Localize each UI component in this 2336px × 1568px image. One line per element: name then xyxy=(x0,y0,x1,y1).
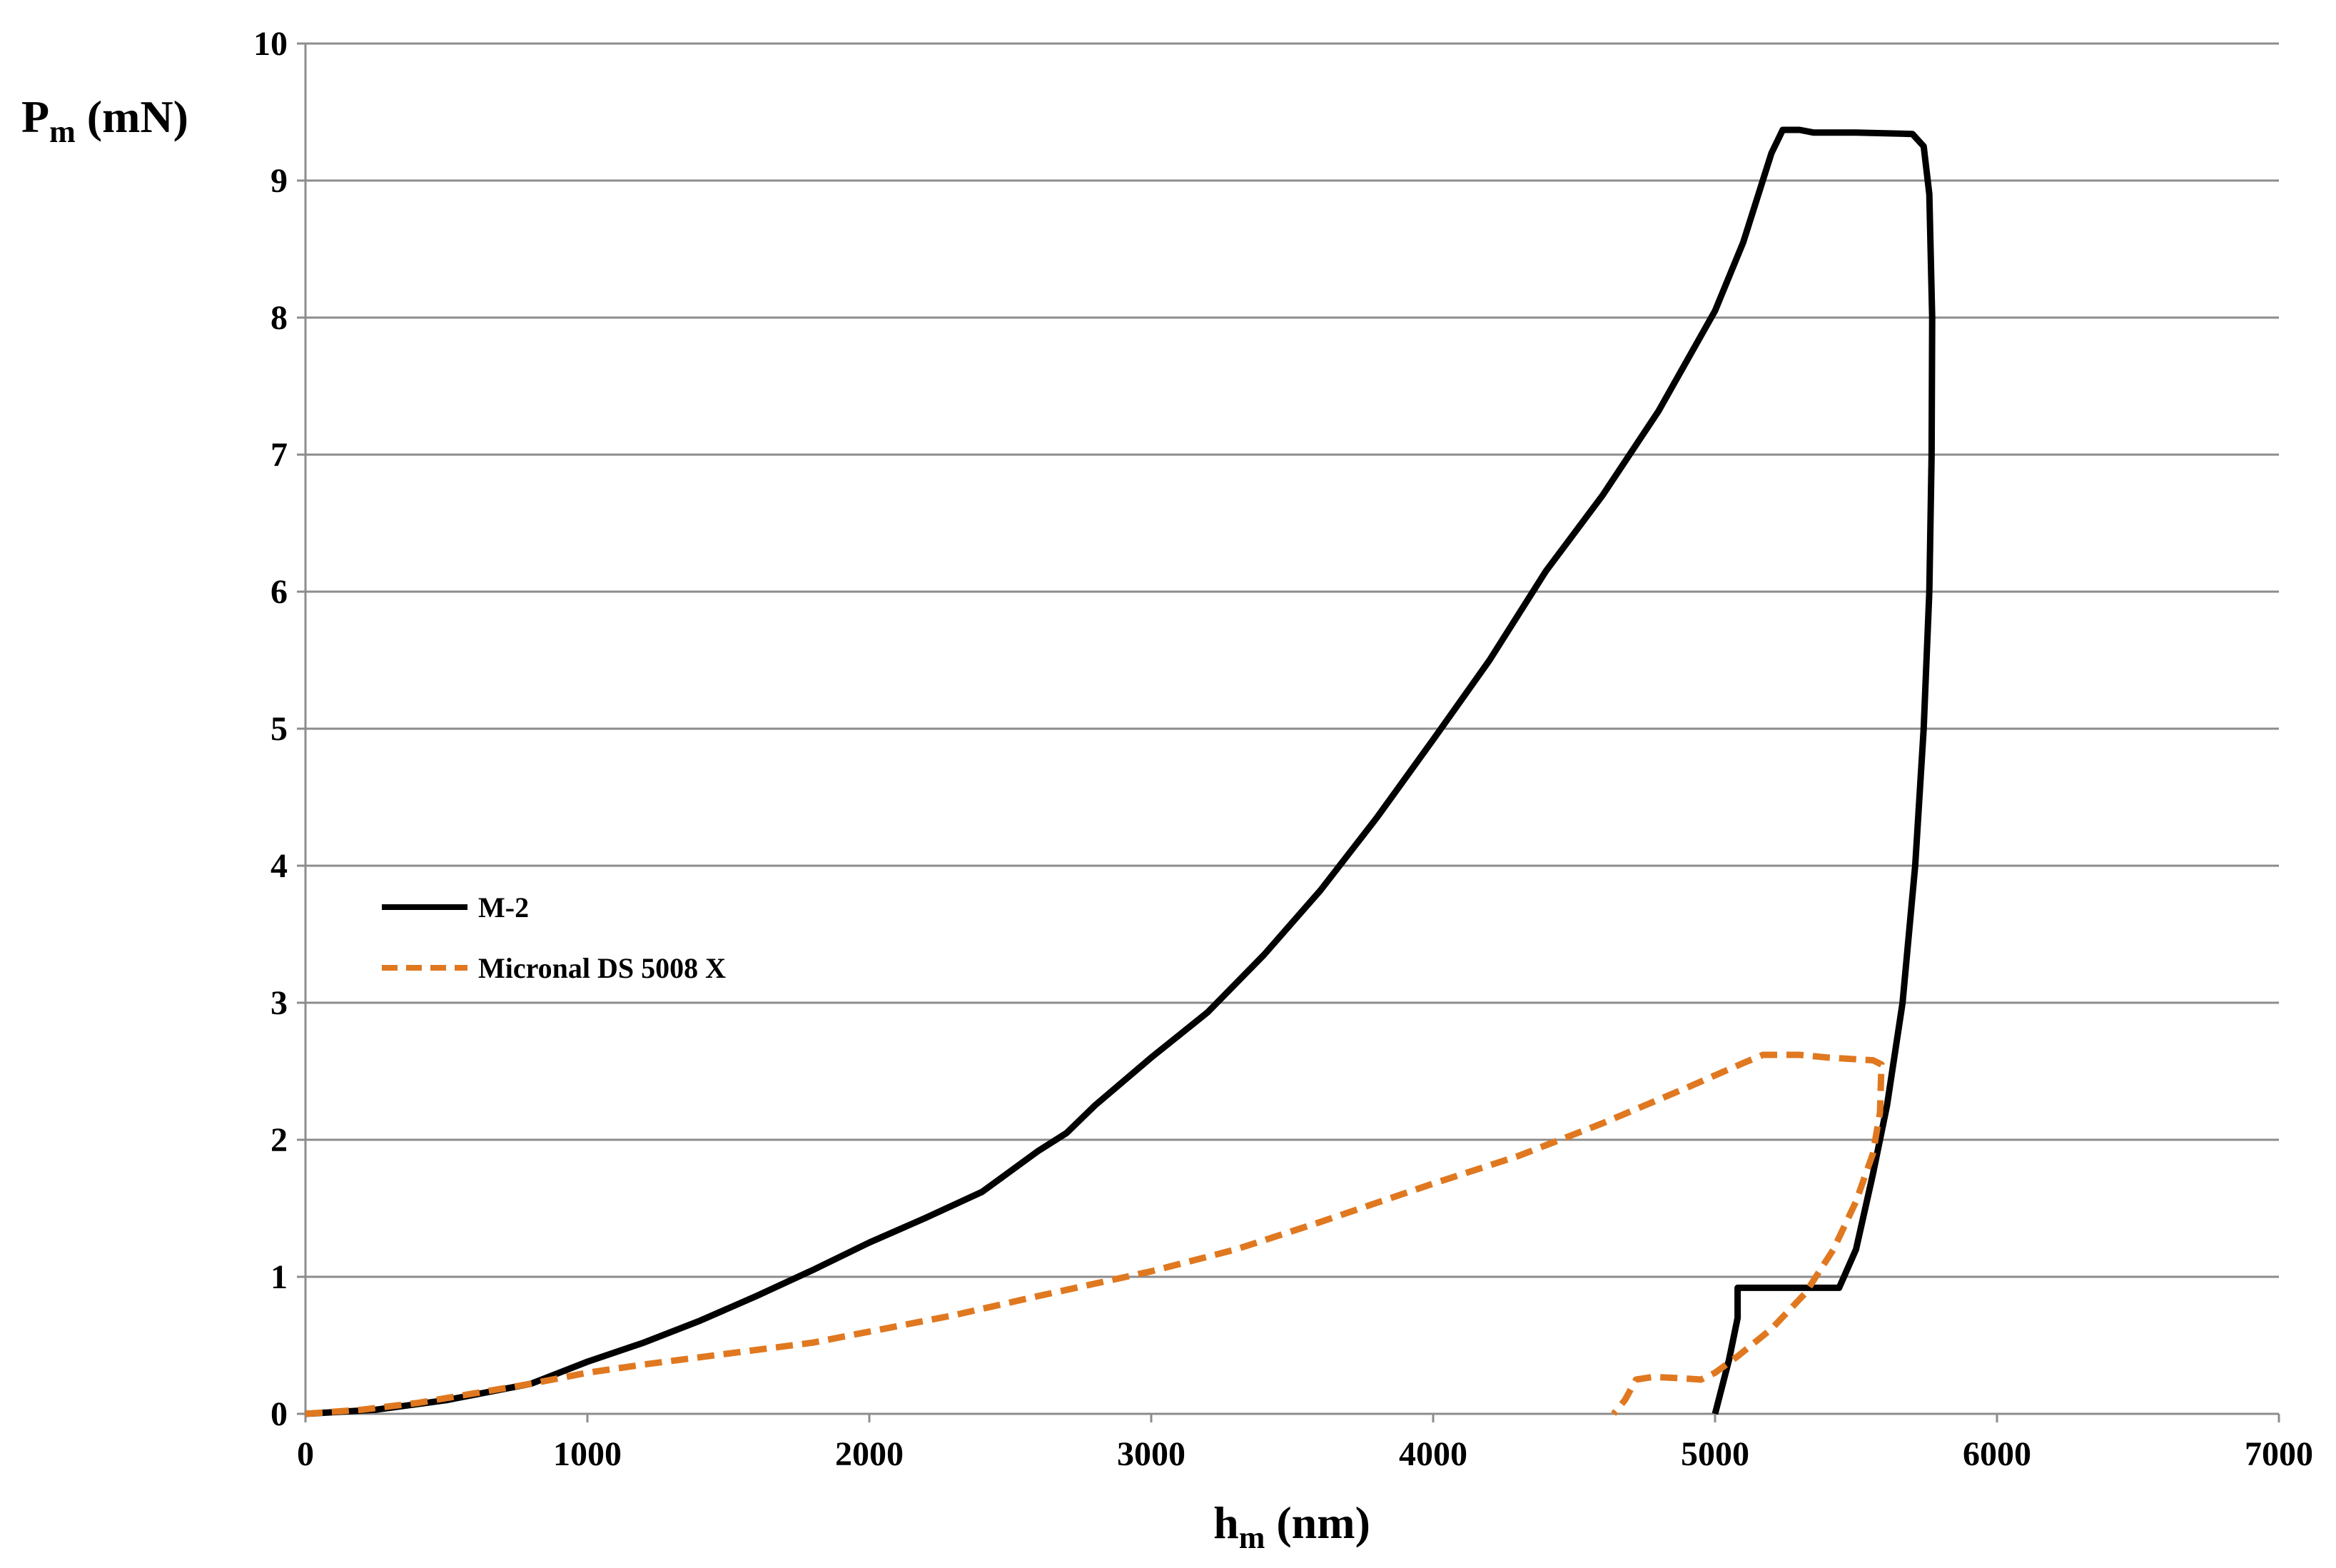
y-tick-label: 8 xyxy=(270,299,288,337)
x-tick-label: 6000 xyxy=(1963,1435,2031,1473)
y-tick-label: 0 xyxy=(270,1395,288,1433)
y-tick-label: 6 xyxy=(270,573,288,611)
y-tick-label: 4 xyxy=(270,847,288,885)
series-group xyxy=(305,126,1936,1417)
x-tick-label: 1000 xyxy=(553,1435,622,1473)
y-tick-label: 5 xyxy=(270,710,288,748)
x-tick-label: 4000 xyxy=(1399,1435,1467,1473)
legend-label-m2: M-2 xyxy=(478,891,529,924)
series-line-micronal xyxy=(305,1051,1885,1417)
y-tick-label: 1 xyxy=(270,1258,288,1296)
x-tick-label: 3000 xyxy=(1117,1435,1185,1473)
gridlines xyxy=(305,42,2279,1278)
y-tick-label: 2 xyxy=(270,1121,288,1159)
y-tick-label: 7 xyxy=(270,436,288,474)
y-axis-title: Pm (mN) xyxy=(21,91,188,149)
y-tick-label: 9 xyxy=(270,162,288,200)
axes xyxy=(297,42,2280,1422)
x-tick-label: 7000 xyxy=(2245,1435,2313,1473)
tick-labels: 0 1 2 3 4 5 6 7 8 9 10 0 1000 2000 3000 4000 5000 6000 700… xyxy=(253,25,2313,1473)
legend-label-micronal: Micronal DS 5008 X xyxy=(478,952,726,984)
y-tick-label: 10 xyxy=(253,25,288,63)
x-tick-label: 2000 xyxy=(835,1435,904,1473)
x-axis-title: hm (nm) xyxy=(1213,1497,1370,1555)
legend: M-2 Micronal DS 5008 X xyxy=(382,891,726,984)
series-line-m2 xyxy=(305,126,1936,1417)
y-tick-label: 3 xyxy=(270,984,288,1022)
x-tick-label: 0 xyxy=(297,1435,314,1473)
x-tick-label: 5000 xyxy=(1681,1435,1749,1473)
